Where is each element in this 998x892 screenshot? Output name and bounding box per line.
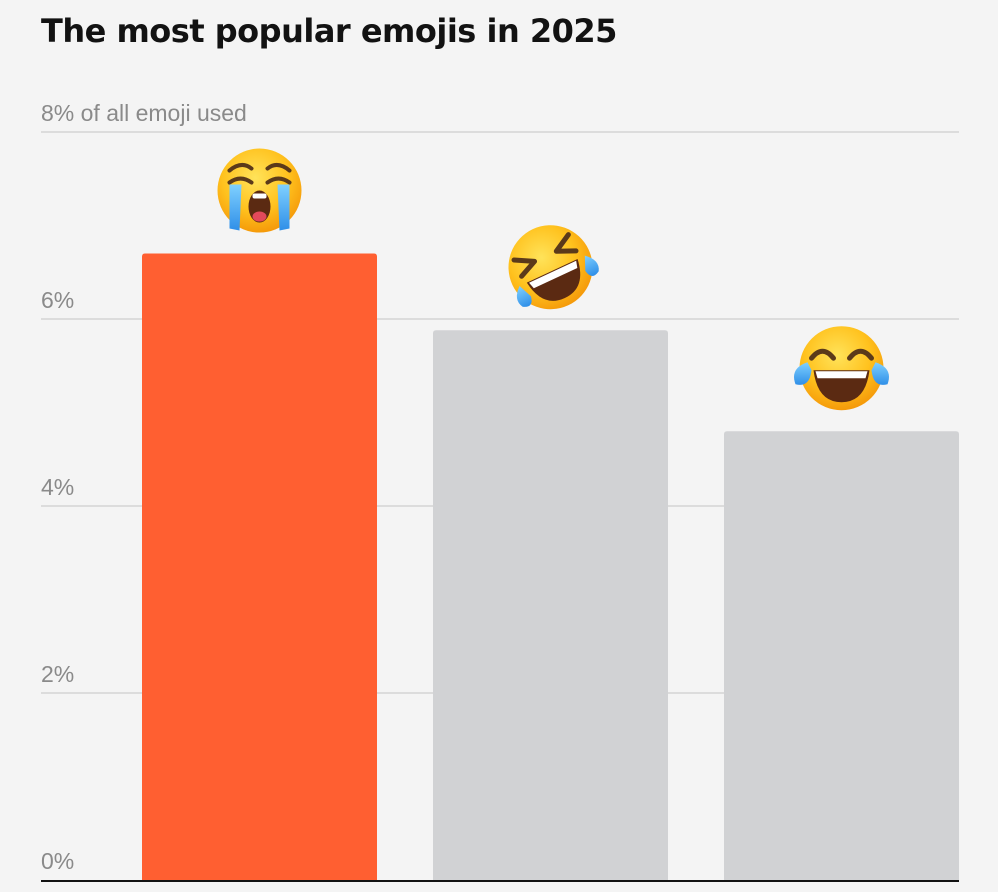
loudly-crying-face-icon (217, 148, 302, 233)
bar-rolling-on-the-floor-laughing (433, 330, 668, 881)
y-tick-label: 0% (41, 848, 74, 874)
face-with-tears-of-joy-icon (794, 326, 889, 411)
y-tick-label: 8% of all emoji used (41, 100, 247, 126)
bar-face-with-tears-of-joy (724, 431, 959, 880)
y-tick-label: 4% (41, 474, 74, 500)
y-tick-label: 2% (41, 661, 74, 687)
y-tick-label: 6% (41, 287, 74, 313)
bar-loudly-crying-face (142, 253, 377, 881)
chart-title: The most popular emojis in 2025 (41, 12, 617, 50)
rolling-on-the-floor-laughing-icon (508, 225, 599, 310)
